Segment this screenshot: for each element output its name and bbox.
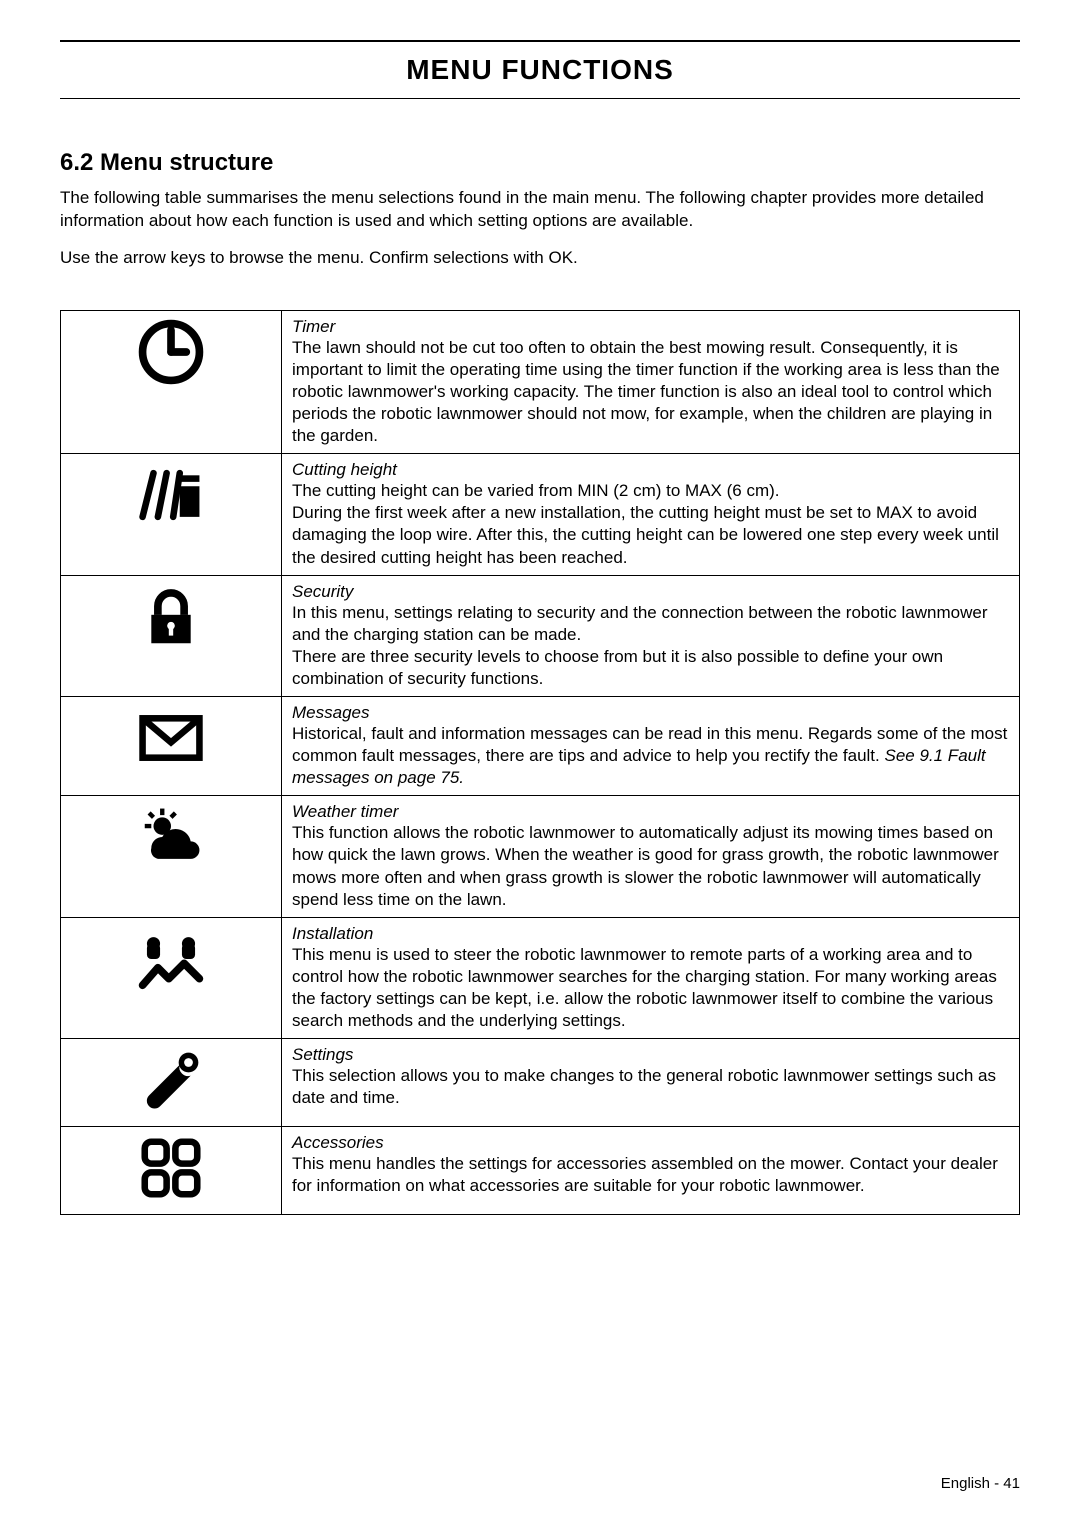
menu-item-body: This menu is used to steer the robotic l… (292, 945, 997, 1030)
weather-icon (136, 802, 206, 872)
page-footer: English - 41 (941, 1475, 1020, 1492)
menu-item-title: Installation (292, 924, 1009, 944)
menu-item-title: Cutting height (292, 460, 1009, 480)
page-title: MENU FUNCTIONS (60, 54, 1020, 86)
description-cell: SettingsThis selection allows you to mak… (282, 1039, 1020, 1127)
settings-icon (136, 1045, 206, 1115)
description-cell: InstallationThis menu is used to steer t… (282, 917, 1020, 1038)
description-cell: TimerThe lawn should not be cut too ofte… (282, 310, 1020, 453)
settings-icon-cell (61, 1039, 282, 1127)
menu-item-title: Settings (292, 1045, 1009, 1065)
menu-item-body: The lawn should not be cut too often to … (292, 338, 1000, 445)
menu-item-body: This function allows the robotic lawnmow… (292, 823, 999, 908)
weather-icon-cell (61, 796, 282, 917)
menu-item-title: Accessories (292, 1133, 1009, 1153)
rule-under-title (60, 98, 1020, 99)
rule-top (60, 40, 1020, 42)
menu-item-title: Weather timer (292, 802, 1009, 822)
description-cell: Weather timerThis function allows the ro… (282, 796, 1020, 917)
table-row: TimerThe lawn should not be cut too ofte… (61, 310, 1020, 453)
messages-icon (136, 703, 206, 773)
description-cell: SecurityIn this menu, settings relating … (282, 575, 1020, 696)
security-icon-cell (61, 575, 282, 696)
description-cell: Cutting heightThe cutting height can be … (282, 454, 1020, 575)
cutting-icon (136, 460, 206, 530)
table-row: AccessoriesThis menu handles the setting… (61, 1127, 1020, 1215)
menu-item-body: Historical, fault and information messag… (292, 724, 1007, 787)
table-row: SettingsThis selection allows you to mak… (61, 1039, 1020, 1127)
menu-item-body: In this menu, settings relating to secur… (292, 603, 988, 688)
timer-icon (136, 317, 206, 387)
table-row: Cutting heightThe cutting height can be … (61, 454, 1020, 575)
installation-icon (136, 924, 206, 994)
menu-item-title: Timer (292, 317, 1009, 337)
menu-item-body: This selection allows you to make change… (292, 1066, 996, 1107)
intro-paragraph-2: Use the arrow keys to browse the menu. C… (60, 247, 1020, 270)
section-heading: 6.2 Menu structure (60, 149, 1020, 177)
table-row: InstallationThis menu is used to steer t… (61, 917, 1020, 1038)
table-row: SecurityIn this menu, settings relating … (61, 575, 1020, 696)
intro-paragraph-1: The following table summarises the menu … (60, 187, 1020, 233)
menu-table-body: TimerThe lawn should not be cut too ofte… (61, 310, 1020, 1214)
accessories-icon (136, 1133, 206, 1203)
menu-table: TimerThe lawn should not be cut too ofte… (60, 310, 1020, 1215)
accessories-icon-cell (61, 1127, 282, 1215)
installation-icon-cell (61, 917, 282, 1038)
timer-icon-cell (61, 310, 282, 453)
menu-item-body: This menu handles the settings for acces… (292, 1154, 998, 1195)
menu-item-body: The cutting height can be varied from MI… (292, 481, 999, 566)
menu-item-title: Messages (292, 703, 1009, 723)
table-row: Weather timerThis function allows the ro… (61, 796, 1020, 917)
page: MENU FUNCTIONS 6.2 Menu structure The fo… (0, 0, 1080, 1527)
messages-icon-cell (61, 697, 282, 796)
description-cell: MessagesHistorical, fault and informatio… (282, 697, 1020, 796)
security-icon (136, 582, 206, 652)
cutting-icon-cell (61, 454, 282, 575)
table-row: MessagesHistorical, fault and informatio… (61, 697, 1020, 796)
menu-item-title: Security (292, 582, 1009, 602)
description-cell: AccessoriesThis menu handles the setting… (282, 1127, 1020, 1215)
